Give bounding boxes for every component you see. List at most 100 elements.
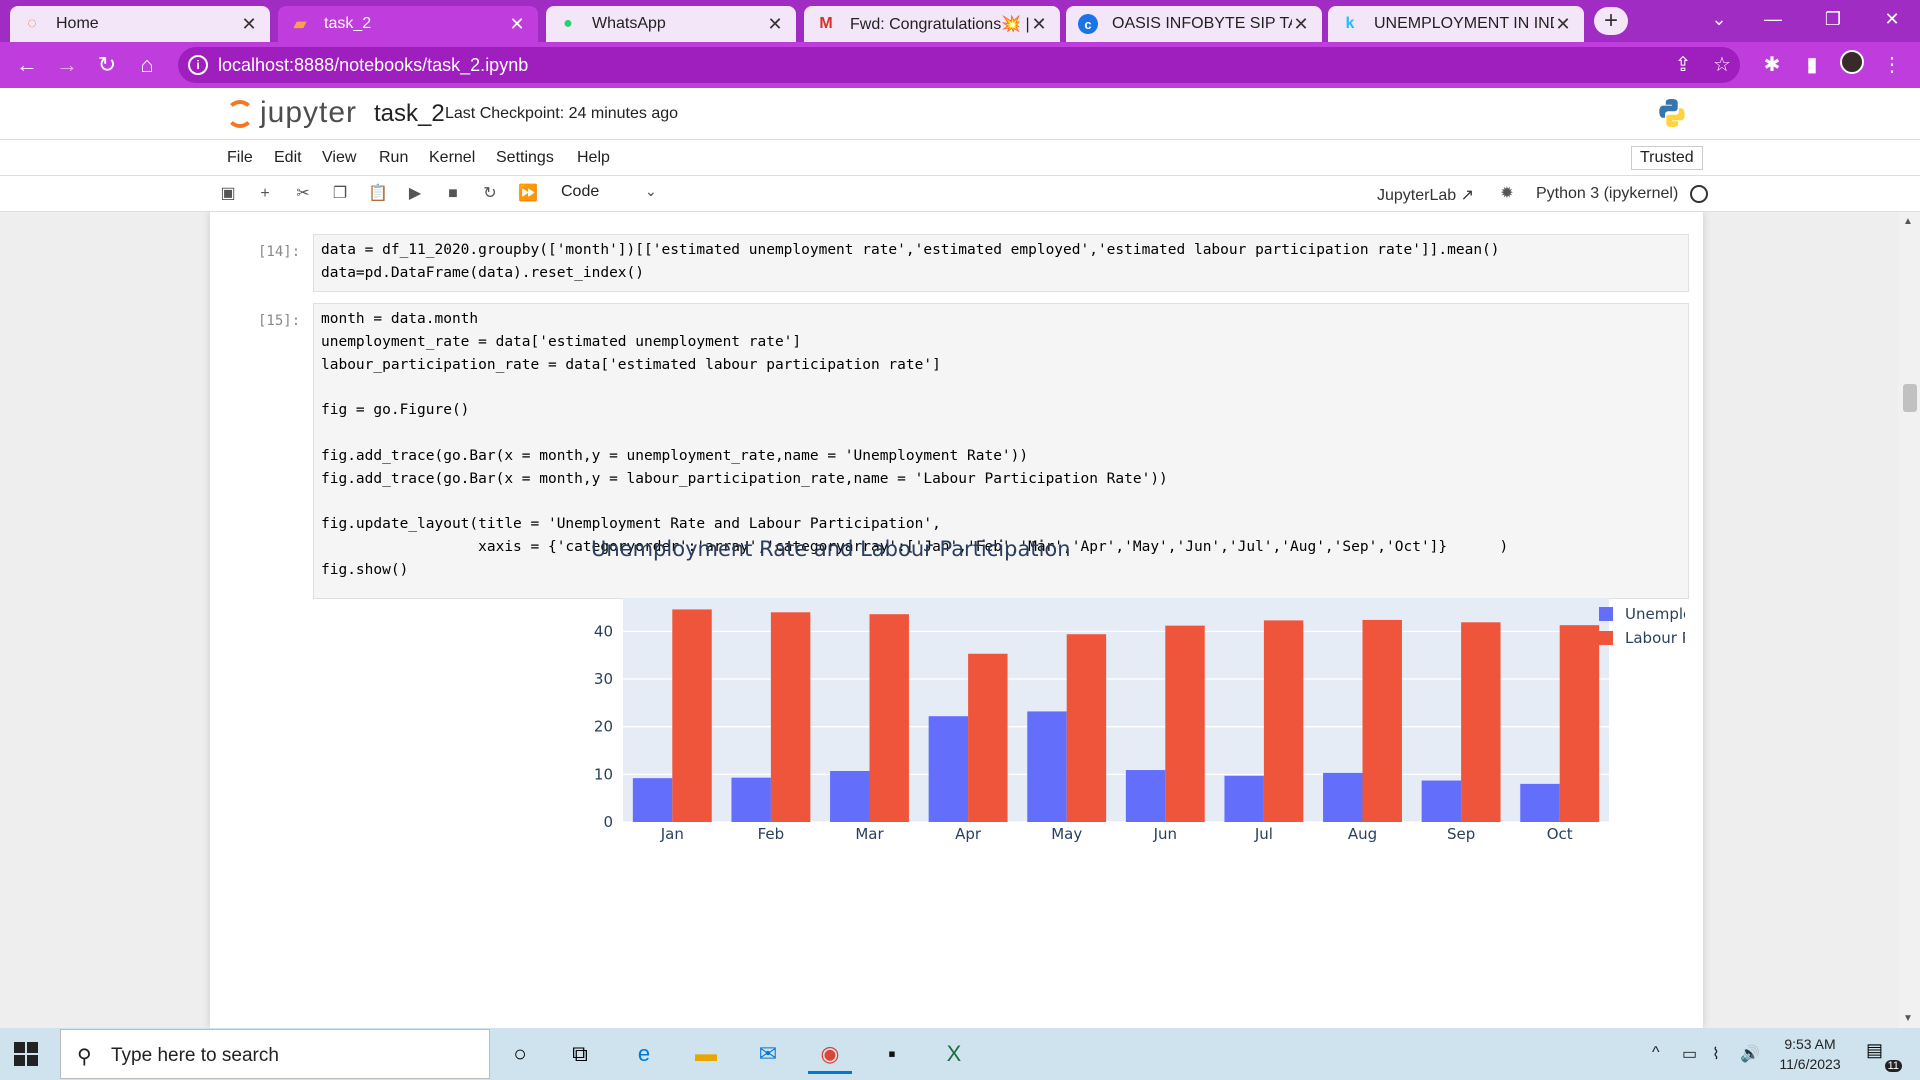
jupyter-wordmark: jupyter [260,96,358,129]
tab-title: Fwd: Congratulations💥 || [850,16,1030,33]
notebook-area: [14]: data = df_11_2020.groupby(['month'… [0,212,1920,1028]
side-panel-icon[interactable]: ▮ [1806,54,1818,76]
tab-kaggle[interactable]: k UNEMPLOYMENT IN INDIA ✕ [1328,6,1584,42]
tab-whatsapp[interactable]: ● WhatsApp ✕ [546,6,796,42]
code-line: month = data.month [321,311,479,327]
home-icon[interactable]: ⌂ [140,52,154,77]
jupyterlab-link[interactable]: JupyterLab ↗ [1377,185,1474,205]
scroll-up-icon[interactable]: ▲ [1903,216,1913,227]
cut-icon[interactable]: ✂ [296,185,310,202]
notification-center-icon[interactable]: ▤ 11 [1866,1040,1902,1072]
notebook-title[interactable]: task_2 [374,100,445,127]
tab-search-chevron-icon[interactable]: ⌄ [1711,9,1727,29]
volume-icon[interactable]: 🔊 [1740,1046,1760,1063]
forward-arrow-icon[interactable]: → [56,52,78,77]
restore-button[interactable]: ❐ [1824,9,1842,29]
windows-start-icon[interactable] [14,1042,38,1066]
edge-icon[interactable]: e [637,1041,651,1066]
scroll-down-icon[interactable]: ▼ [1903,1013,1913,1024]
menu-view[interactable]: View [322,149,357,166]
code-cell-15[interactable]: month = data.month unemployment_rate = da… [313,303,1689,599]
tab-title: UNEMPLOYMENT IN INDIA [1374,15,1554,32]
close-icon[interactable]: ✕ [509,13,525,34]
run-all-icon[interactable]: ⏩ [518,185,538,202]
jupyter-icon: ◌ [27,15,37,32]
browser-menu-icon[interactable]: ⋮ [1882,54,1902,76]
url-field[interactable]: i localhost:8888/notebooks/task_2.ipynb [178,47,1740,83]
close-icon[interactable]: ✕ [1293,13,1309,34]
add-cell-icon[interactable]: + [260,185,270,202]
save-icon[interactable]: ▣ [220,185,236,202]
menu-help[interactable]: Help [577,149,610,166]
extensions-icon[interactable]: ✱ [1763,54,1781,76]
paste-icon[interactable]: 📋 [368,185,388,202]
code-line: fig.update_layout(title = 'Unemployment … [321,516,941,533]
taskbar-search-input[interactable]: ⚲ Type here to search [60,1029,490,1079]
code-line: unemployment_rate = data['estimated unem… [321,333,802,350]
tab-oasis[interactable]: c OASIS INFOBYTE SIP TASK ✕ [1066,6,1322,42]
close-icon[interactable]: ✕ [767,13,783,34]
run-icon[interactable]: ▶ [408,185,422,202]
new-tab-button[interactable]: + [1594,7,1628,35]
minimize-button[interactable]: — [1764,9,1782,29]
y-tick-label: 0 [603,813,613,831]
menu-kernel[interactable]: Kernel [429,149,476,166]
code-line [321,422,1681,445]
debugger-bug-icon[interactable]: ✹ [1500,185,1514,202]
window-close-button[interactable]: ✕ [1884,9,1900,29]
close-icon[interactable]: ✕ [1555,13,1571,34]
jupyter-logo[interactable]: jupyter [222,94,360,134]
code-line: fig.show() [321,561,409,578]
share-icon[interactable]: ⇪ [1674,54,1692,76]
code-line [321,490,1681,513]
tab-home[interactable]: ◌ Home ✕ [10,6,270,42]
menu-file[interactable]: File [227,149,253,166]
back-arrow-icon[interactable]: ← [16,52,38,77]
menu-settings[interactable]: Settings [496,149,554,166]
clock-time: 9:53 AM [1784,1036,1836,1052]
site-info-icon[interactable]: i [188,55,208,75]
trusted-indicator[interactable]: Trusted [1631,146,1703,170]
wifi-icon[interactable]: ⌇ [1712,1046,1720,1063]
mail-icon[interactable]: ✉ [758,1041,778,1066]
tab-task-2[interactable]: ▰ task_2 ✕ [278,6,538,42]
file-explorer-icon[interactable]: ▬ [695,1041,717,1066]
scrollbar[interactable]: ▲ ▼ [1898,212,1920,1028]
restart-icon[interactable]: ↻ [483,185,497,202]
scrollbar-thumb[interactable] [1903,384,1917,412]
bar-unemployment-rate [1224,775,1264,822]
copy-icon[interactable]: ❐ [332,185,348,202]
close-icon[interactable]: ✕ [1031,13,1047,34]
close-icon[interactable]: ✕ [241,13,257,34]
battery-icon[interactable]: ▭ [1682,1046,1698,1063]
task-view-icon[interactable]: ⧉ [572,1041,588,1066]
checkpoint-status: Last Checkpoint: 24 minutes ago [445,105,679,122]
notification-count-badge: 11 [1884,1060,1902,1072]
cell-type-select[interactable]: Code ⌄ [561,183,661,201]
bar-chart: Unemployment Rate and Labour Participati… [591,537,1685,843]
x-tick-label: Sep [1447,825,1475,843]
code-editor[interactable]: data = df_11_2020.groupby(['month'])[['e… [314,235,1688,289]
tab-gmail[interactable]: M Fwd: Congratulations💥 || ✕ [804,6,1060,42]
chrome-icon[interactable]: ◉ [808,1034,852,1074]
jupyter-ring-icon [226,100,254,128]
code-editor[interactable]: month = data.month unemployment_rate = da… [314,304,1688,586]
system-clock[interactable]: 9:53 AM 11/6/2023 [1770,1034,1850,1074]
legend-label: Labour Participation Rate [1625,629,1685,647]
bookmark-star-icon[interactable]: ☆ [1713,54,1731,76]
avatar[interactable] [1837,50,1867,80]
excel-icon[interactable]: X [946,1041,962,1066]
kernel-name[interactable]: Python 3 (ipykernel) [1536,185,1679,202]
cortana-icon[interactable]: ○ [513,1041,527,1066]
jupyter-notebook-icon: ▰ [293,16,307,33]
reload-icon[interactable]: ↻ [97,52,117,77]
code-cell-14[interactable]: data = df_11_2020.groupby(['month'])[['e… [313,234,1689,292]
bar-unemployment-rate [1027,711,1067,822]
menu-edit[interactable]: Edit [274,149,302,166]
show-hidden-icons-chevron-icon[interactable]: ^ [1652,1044,1660,1061]
stop-icon[interactable]: ■ [448,185,458,202]
menu-run[interactable]: Run [379,149,409,166]
bar-labour-participation-rate [869,614,909,822]
terminal-icon[interactable]: ▪ [888,1041,896,1066]
bar-labour-participation-rate [1559,625,1600,822]
